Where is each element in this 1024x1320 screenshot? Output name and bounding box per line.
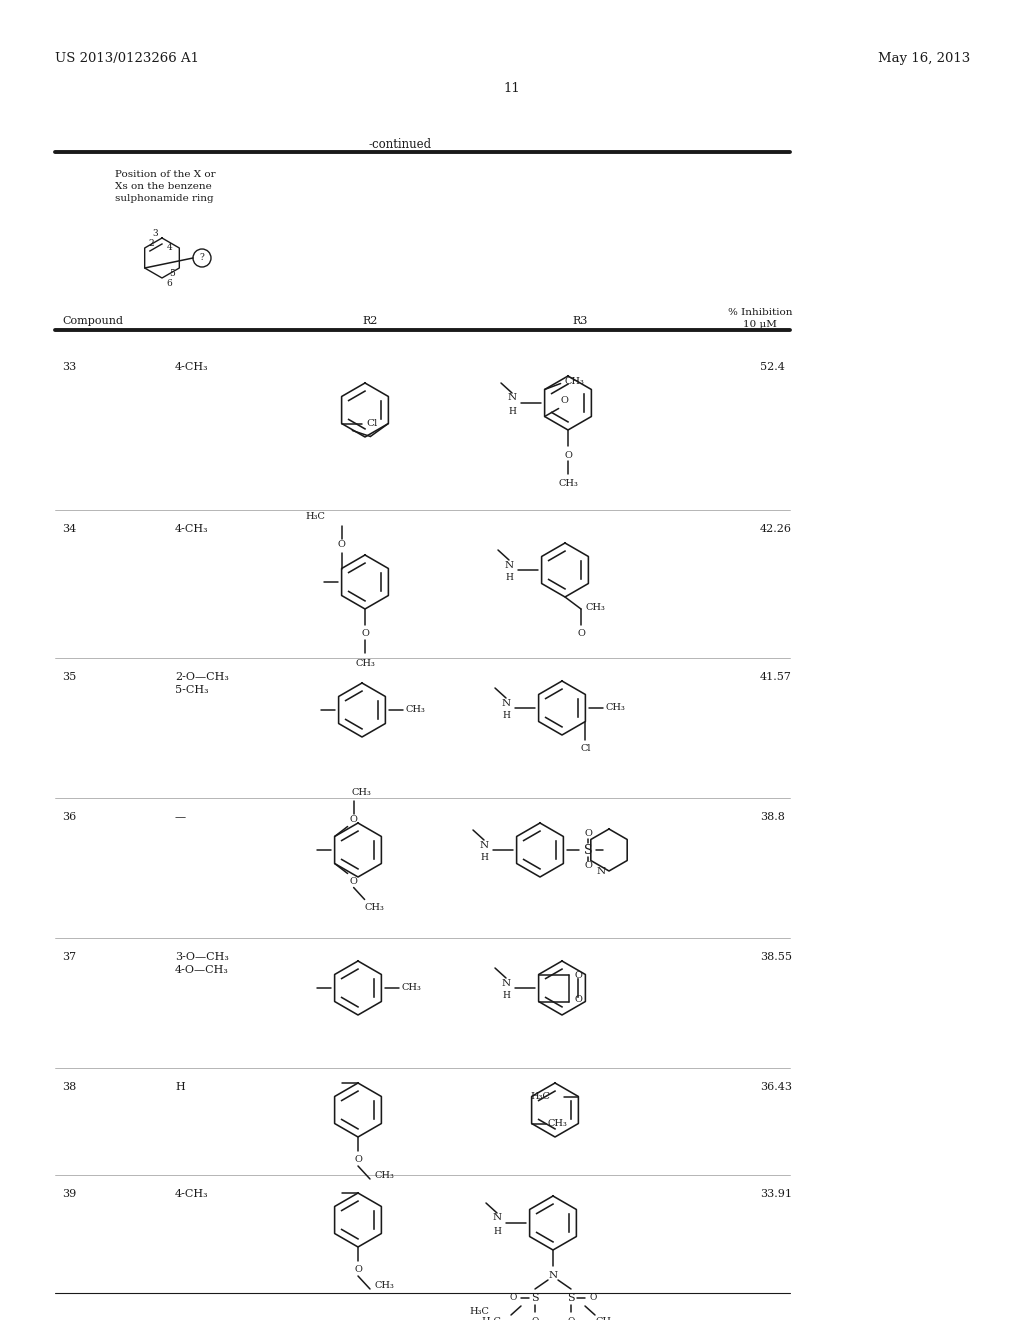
- Text: R2: R2: [362, 315, 378, 326]
- Text: O: O: [567, 1316, 574, 1320]
- Text: 4-CH₃: 4-CH₃: [175, 362, 209, 372]
- Text: Cl: Cl: [366, 418, 377, 428]
- Text: 52.4: 52.4: [760, 362, 784, 372]
- Text: O: O: [349, 814, 357, 824]
- Text: 4-CH₃: 4-CH₃: [175, 524, 209, 535]
- Text: 4-CH₃: 4-CH₃: [175, 1189, 209, 1199]
- Text: O: O: [531, 1316, 539, 1320]
- Text: N: N: [502, 978, 511, 987]
- Text: 36.43: 36.43: [760, 1082, 792, 1092]
- Text: O: O: [574, 972, 583, 981]
- Text: CH₃: CH₃: [351, 788, 372, 797]
- Text: 10 μM: 10 μM: [743, 319, 777, 329]
- Text: O: O: [354, 1266, 361, 1275]
- Text: 35: 35: [62, 672, 76, 682]
- Text: 33: 33: [62, 362, 76, 372]
- Text: O: O: [578, 630, 585, 639]
- Text: 2: 2: [148, 239, 155, 248]
- Text: H: H: [502, 711, 510, 721]
- Text: N: N: [596, 866, 605, 875]
- Text: CH₃: CH₃: [558, 479, 578, 488]
- Text: H: H: [494, 1226, 501, 1236]
- Text: CH₃: CH₃: [605, 704, 625, 713]
- Text: 3: 3: [153, 228, 158, 238]
- Text: O: O: [361, 630, 369, 639]
- Text: 38.55: 38.55: [760, 952, 792, 962]
- Text: 37: 37: [62, 952, 76, 962]
- Text: ?: ?: [200, 253, 205, 263]
- Text: H₃C: H₃C: [469, 1307, 488, 1316]
- Text: N: N: [508, 393, 516, 403]
- Text: CH₃: CH₃: [595, 1316, 615, 1320]
- Text: O: O: [590, 1294, 597, 1303]
- Text: 33.91: 33.91: [760, 1189, 792, 1199]
- Text: O: O: [354, 1155, 361, 1164]
- Text: 38: 38: [62, 1082, 76, 1092]
- Text: CH₃: CH₃: [365, 903, 385, 912]
- Text: CH₃: CH₃: [374, 1280, 394, 1290]
- Text: CH₃: CH₃: [355, 659, 375, 668]
- Text: CH₃: CH₃: [564, 378, 585, 385]
- Text: O: O: [574, 995, 583, 1005]
- Text: H₃C: H₃C: [530, 1092, 550, 1101]
- Text: N: N: [549, 1270, 557, 1279]
- Text: 41.57: 41.57: [760, 672, 792, 682]
- Text: May 16, 2013: May 16, 2013: [878, 51, 970, 65]
- Text: H: H: [175, 1082, 184, 1092]
- Text: 2-O—CH₃: 2-O—CH₃: [175, 672, 229, 682]
- Text: H: H: [508, 407, 516, 416]
- Text: CH₃: CH₃: [548, 1119, 567, 1129]
- Text: CH₃: CH₃: [406, 705, 425, 714]
- Text: O: O: [584, 862, 592, 870]
- Text: O: O: [561, 396, 568, 405]
- Text: H: H: [480, 854, 488, 862]
- Text: S: S: [584, 843, 592, 857]
- Text: CH₃: CH₃: [585, 602, 605, 611]
- Text: N: N: [493, 1213, 502, 1222]
- Text: O: O: [349, 876, 357, 886]
- Text: —: —: [175, 812, 186, 822]
- Text: N: N: [502, 698, 511, 708]
- Text: H: H: [505, 573, 513, 582]
- Text: 38.8: 38.8: [760, 812, 784, 822]
- Text: Compound: Compound: [62, 315, 123, 326]
- Text: 6: 6: [166, 279, 172, 288]
- Text: CH₃: CH₃: [401, 983, 421, 993]
- Text: Cl: Cl: [581, 744, 591, 752]
- Text: O: O: [338, 540, 345, 549]
- Text: sulphonamide ring: sulphonamide ring: [115, 194, 214, 203]
- Text: 39: 39: [62, 1189, 76, 1199]
- Text: CH₃: CH₃: [374, 1171, 394, 1180]
- Text: 11: 11: [504, 82, 520, 95]
- Text: O: O: [584, 829, 592, 838]
- Text: 34: 34: [62, 524, 76, 535]
- Text: 5: 5: [169, 268, 175, 277]
- Text: S: S: [567, 1294, 574, 1303]
- Text: N: N: [505, 561, 514, 569]
- Text: 4-O—CH₃: 4-O—CH₃: [175, 965, 229, 975]
- Text: H₃C: H₃C: [481, 1316, 501, 1320]
- Text: 3-O—CH₃: 3-O—CH₃: [175, 952, 229, 962]
- Text: H: H: [502, 991, 510, 1001]
- Text: 42.26: 42.26: [760, 524, 792, 535]
- Text: R3: R3: [572, 315, 588, 326]
- Text: N: N: [479, 841, 488, 850]
- Text: S: S: [531, 1294, 539, 1303]
- Text: Xs on the benzene: Xs on the benzene: [115, 182, 212, 191]
- Text: Position of the X or: Position of the X or: [115, 170, 216, 180]
- Text: 36: 36: [62, 812, 76, 822]
- Text: O: O: [509, 1294, 517, 1303]
- Text: % Inhibition: % Inhibition: [728, 308, 793, 317]
- Text: US 2013/0123266 A1: US 2013/0123266 A1: [55, 51, 199, 65]
- Text: H₃C: H₃C: [306, 512, 326, 521]
- Text: 4: 4: [167, 243, 172, 252]
- Text: -continued: -continued: [369, 139, 431, 150]
- Text: O: O: [564, 450, 572, 459]
- Text: 5-CH₃: 5-CH₃: [175, 685, 209, 696]
